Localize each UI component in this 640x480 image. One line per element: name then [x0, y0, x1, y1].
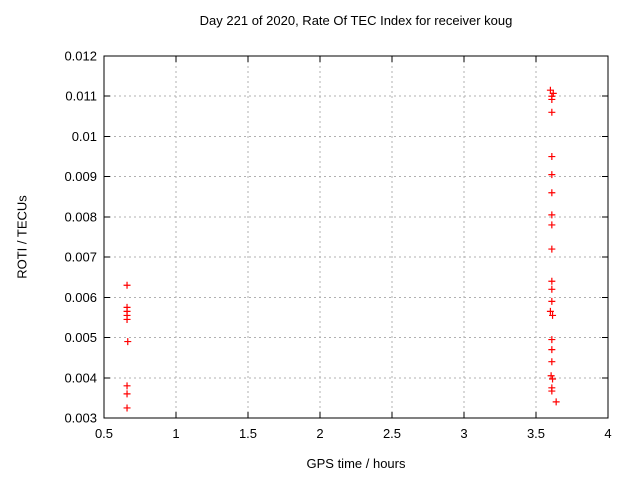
y-tick-label: 0.006 — [64, 290, 97, 305]
x-tick-label: 0.5 — [95, 426, 113, 441]
data-point-marker — [548, 277, 556, 285]
data-point-marker — [548, 221, 556, 229]
data-point-marker — [548, 336, 556, 344]
data-point-marker — [548, 346, 556, 354]
x-tick-label: 2.5 — [383, 426, 401, 441]
data-point-marker — [123, 315, 131, 323]
data-point-marker — [123, 404, 131, 412]
data-point-marker — [548, 153, 556, 161]
data-point-marker — [548, 358, 556, 366]
x-tick-label: 2 — [316, 426, 323, 441]
data-point-marker — [548, 285, 556, 293]
y-tick-label: 0.008 — [64, 209, 97, 224]
x-tick-label: 1 — [172, 426, 179, 441]
data-point-marker — [548, 245, 556, 253]
x-tick-label: 3 — [460, 426, 467, 441]
data-point-marker — [548, 297, 556, 305]
data-point-marker — [548, 171, 556, 179]
data-point-marker — [547, 372, 555, 380]
y-tick-label: 0.004 — [64, 370, 97, 385]
data-point-marker — [548, 95, 556, 103]
data-point-marker — [552, 398, 560, 406]
data-point-marker — [123, 281, 131, 289]
x-tick-label: 3.5 — [527, 426, 545, 441]
y-tick-label: 0.009 — [64, 169, 97, 184]
y-tick-label: 0.007 — [64, 250, 97, 265]
data-point-marker — [548, 189, 556, 197]
x-axis-label: GPS time / hours — [306, 456, 406, 471]
x-tick-label: 4 — [604, 426, 611, 441]
y-tick-label: 0.011 — [65, 89, 97, 104]
x-tick-label: 1.5 — [239, 426, 257, 441]
y-tick-label: 0.005 — [64, 330, 97, 345]
y-tick-label: 0.012 — [64, 49, 97, 64]
data-point-marker — [123, 382, 131, 390]
data-point-marker — [548, 387, 556, 395]
data-point-marker — [124, 338, 132, 346]
data-point-marker — [548, 108, 556, 116]
y-tick-label: 0.003 — [64, 411, 97, 426]
data-point-marker — [546, 307, 554, 315]
data-point-marker — [549, 311, 557, 319]
data-point-marker — [548, 211, 556, 219]
data-point-marker — [549, 375, 557, 383]
data-point-marker — [123, 390, 131, 398]
chart-title: Day 221 of 2020, Rate Of TEC Index for r… — [199, 13, 513, 28]
y-tick-label: 0.01 — [72, 129, 97, 144]
plot-border — [103, 55, 609, 419]
